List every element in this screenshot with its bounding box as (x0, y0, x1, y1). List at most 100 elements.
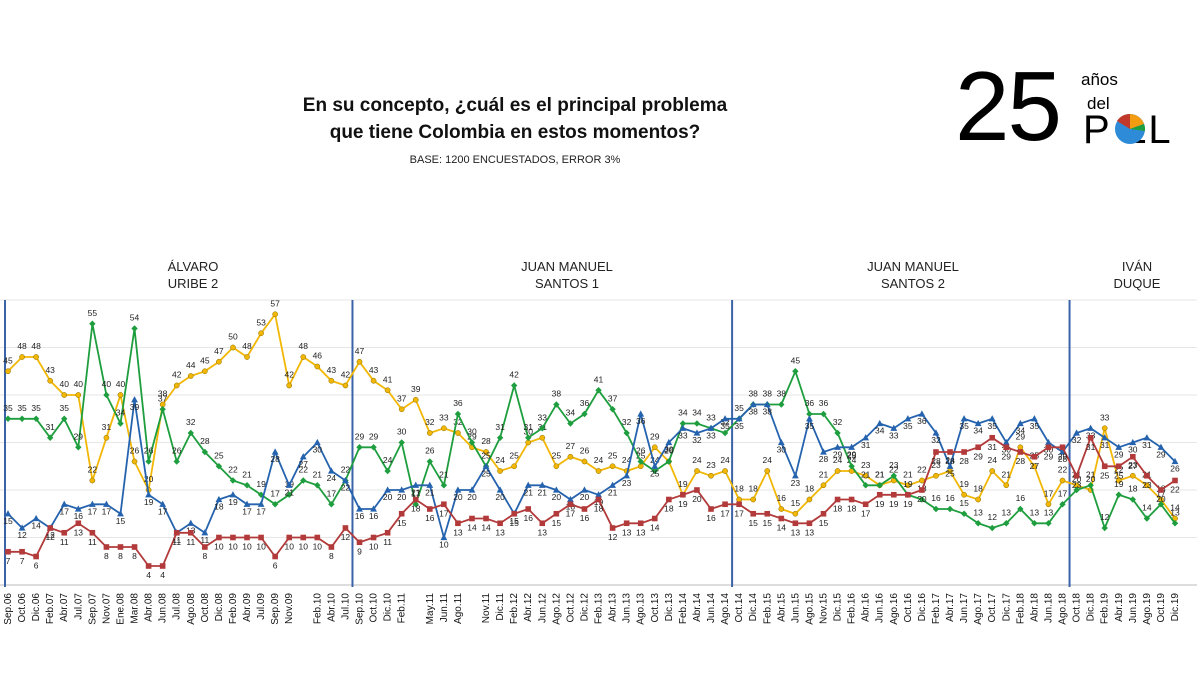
data-point-green (820, 410, 827, 418)
data-label-red: 4 (146, 570, 151, 580)
period-label-line-2: SANTOS 2 (880, 276, 946, 291)
x-tick-label: Feb.09 (228, 593, 239, 625)
data-point-green (525, 434, 532, 441)
data-point-green (440, 482, 448, 489)
data-point-red (187, 529, 194, 536)
x-tick-label: Ago.19 (1142, 593, 1153, 625)
data-point-red (1073, 472, 1080, 479)
data-point-orange (834, 468, 841, 474)
data-label-blue: 17 (102, 506, 112, 516)
data-label-orange: 43 (369, 365, 379, 375)
data-label-blue: 23 (622, 478, 632, 488)
x-tick-label: Ago.17 (973, 593, 984, 625)
data-label-orange: 53 (256, 317, 266, 327)
data-label-orange: 27 (566, 441, 576, 451)
data-label-orange: 38 (158, 389, 168, 399)
data-label-red: 25 (1100, 470, 1110, 480)
data-label-green: 26 (144, 446, 154, 456)
data-label-red: 29 (1044, 451, 1054, 461)
x-tick-label: Feb.17 (931, 593, 942, 625)
x-tick-label: Oct.18 (1072, 593, 1083, 623)
data-label-orange: 32 (425, 417, 435, 427)
data-point-blue (201, 529, 209, 536)
data-point-red (637, 520, 644, 527)
x-tick-label: Dic.08 (214, 593, 225, 622)
data-label-blue: 18 (214, 502, 224, 512)
x-tick-label: Abr.12 (523, 593, 534, 622)
data-label-red: 10 (214, 542, 224, 552)
data-point-blue (763, 400, 771, 408)
data-label-green: 36 (805, 398, 815, 408)
x-tick-label: Sep.10 (355, 593, 366, 625)
data-label-orange: 28 (481, 436, 491, 446)
data-point-blue (1129, 438, 1137, 446)
data-point-green (1171, 520, 1179, 527)
data-label-red: 8 (329, 551, 334, 561)
data-label-orange: 17 (1044, 488, 1054, 498)
data-label-green: 19 (256, 479, 266, 489)
data-label-orange: 47 (214, 346, 224, 356)
data-point-red (103, 544, 110, 550)
data-label-red: 8 (202, 551, 207, 561)
x-tick-label: Jul.10 (340, 593, 351, 620)
data-point-red (131, 544, 138, 550)
data-point-blue (398, 486, 406, 493)
data-point-orange (201, 368, 208, 375)
data-point-blue (1016, 419, 1024, 427)
data-point-red (159, 563, 166, 569)
data-point-blue (482, 462, 490, 469)
data-point-blue (313, 438, 321, 446)
data-label-orange: 45 (3, 355, 13, 365)
data-point-orange (736, 496, 742, 503)
data-label-red: 27 (1128, 461, 1138, 471)
data-point-red (258, 534, 264, 541)
data-label-red: 29 (1002, 451, 1012, 461)
data-label-green: 36 (453, 398, 463, 408)
data-point-red (736, 501, 742, 508)
data-label-green: 21 (861, 469, 871, 479)
series-line-green (8, 323, 1176, 531)
data-point-orange (426, 430, 433, 436)
x-tick-label: Abr.08 (144, 593, 155, 622)
data-label-green: 20 (1072, 474, 1082, 484)
data-label-blue: 29 (1114, 449, 1124, 459)
data-point-green (806, 410, 813, 418)
data-label-green: 33 (706, 412, 716, 422)
x-tick-label: Abr.19 (1114, 593, 1125, 622)
data-point-green (595, 387, 602, 394)
x-tick-label: May.11 (425, 593, 436, 625)
data-point-red (890, 491, 897, 498)
data-point-orange (651, 444, 658, 451)
x-tick-label: Abr.16 (861, 593, 872, 622)
data-label-red: 15 (509, 518, 519, 528)
data-point-red (1045, 444, 1052, 451)
x-tick-label: Feb.11 (397, 593, 408, 624)
data-label-blue: 33 (678, 430, 688, 440)
data-point-blue (1115, 443, 1123, 450)
data-label-orange: 37 (397, 393, 407, 403)
data-point-orange (1059, 477, 1066, 484)
data-label-green: 22 (299, 465, 309, 475)
x-tick-label: Feb.14 (678, 593, 689, 625)
data-point-green (243, 482, 251, 489)
data-point-red (876, 491, 883, 498)
data-label-orange: 43 (327, 365, 337, 375)
x-tick-label: Nov.07 (101, 593, 112, 624)
data-label-green: 13 (1170, 507, 1180, 517)
data-point-orange (19, 354, 25, 360)
x-tick-label: Abr.10 (326, 593, 337, 622)
data-point-blue (567, 495, 574, 503)
data-point-green (398, 439, 405, 446)
data-label-orange: 57 (270, 298, 280, 308)
series-line-red (8, 435, 1176, 567)
data-label-red: 13 (495, 527, 505, 537)
data-point-orange (778, 506, 785, 512)
data-point-red (328, 544, 335, 550)
data-point-blue (777, 438, 785, 446)
x-tick-label: Abr.09 (242, 593, 253, 622)
data-point-orange (33, 354, 39, 360)
data-point-red (834, 496, 841, 503)
data-point-blue (1171, 457, 1179, 465)
chart-subtitle: BASE: 1200 ENCUESTADOS, ERROR 3% (409, 154, 621, 166)
data-point-green (834, 429, 841, 437)
